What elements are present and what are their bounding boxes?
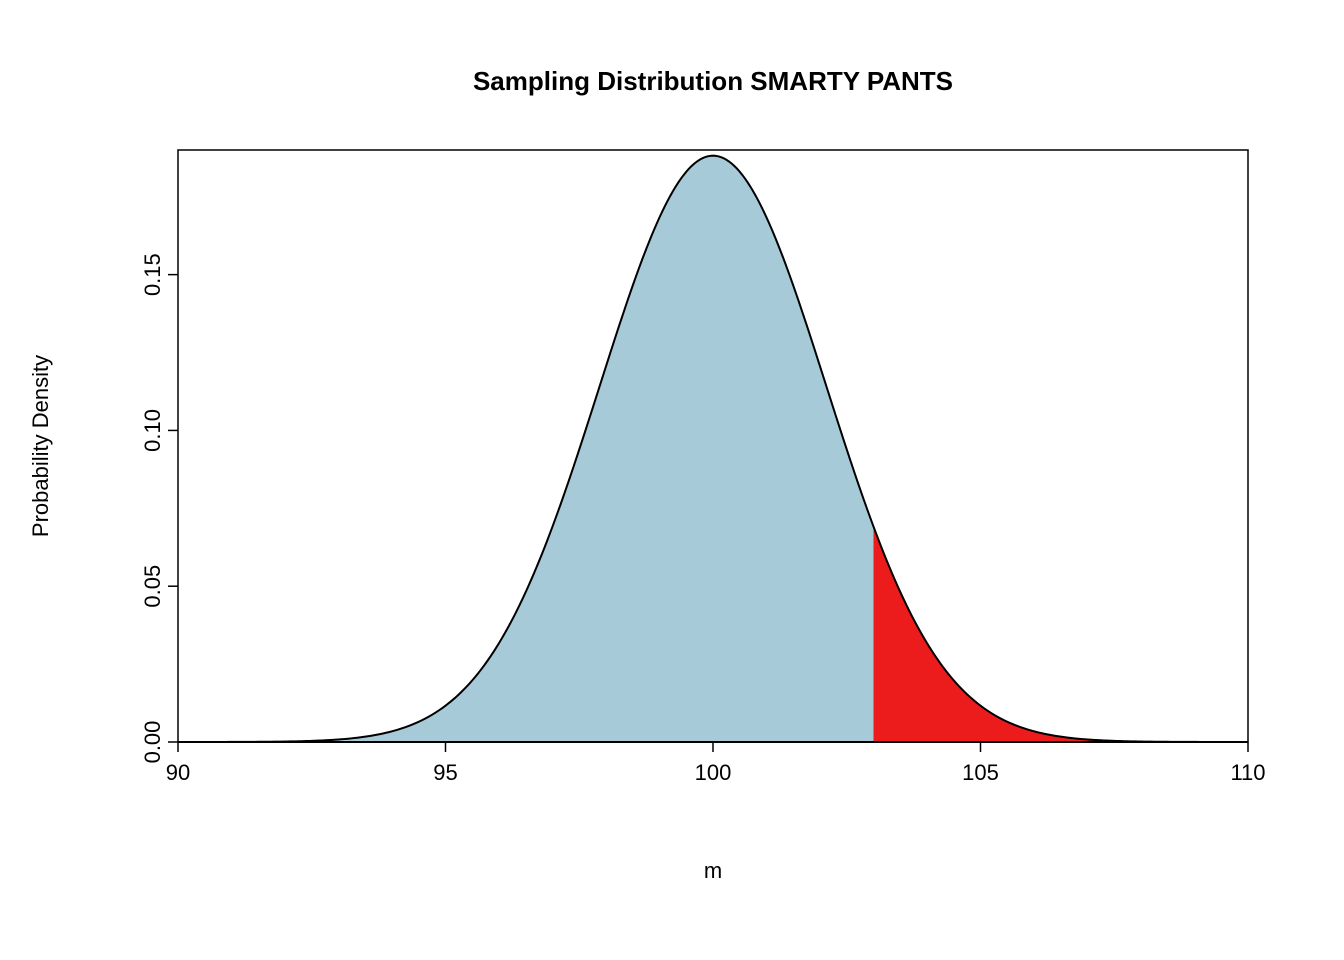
- y-axis-label: Probability Density: [28, 355, 53, 537]
- chart-container: 90 95 100 105 110 0.00 0.05 0.10 0.15 Sampling Di…: [0, 0, 1344, 960]
- x-tick-label: 100: [695, 760, 732, 785]
- x-tick-label: 110: [1230, 760, 1265, 785]
- x-tick-label: 105: [962, 760, 999, 785]
- x-tick-label: 95: [433, 760, 457, 785]
- y-tick-label: 0.00: [140, 721, 165, 764]
- y-tick-label: 0.15: [140, 253, 165, 296]
- x-axis-label: m: [704, 858, 722, 883]
- y-tick-label: 0.05: [140, 565, 165, 608]
- density-fill-right: [874, 527, 1249, 742]
- y-tick-label: 0.10: [140, 409, 165, 452]
- chart-title: Sampling Distribution SMARTY PANTS: [473, 66, 953, 96]
- density-chart: 90 95 100 105 110 0.00 0.05 0.10 0.15 Sampling Di…: [0, 0, 1344, 960]
- density-fill-left: [178, 156, 874, 742]
- x-tick-label: 90: [166, 760, 190, 785]
